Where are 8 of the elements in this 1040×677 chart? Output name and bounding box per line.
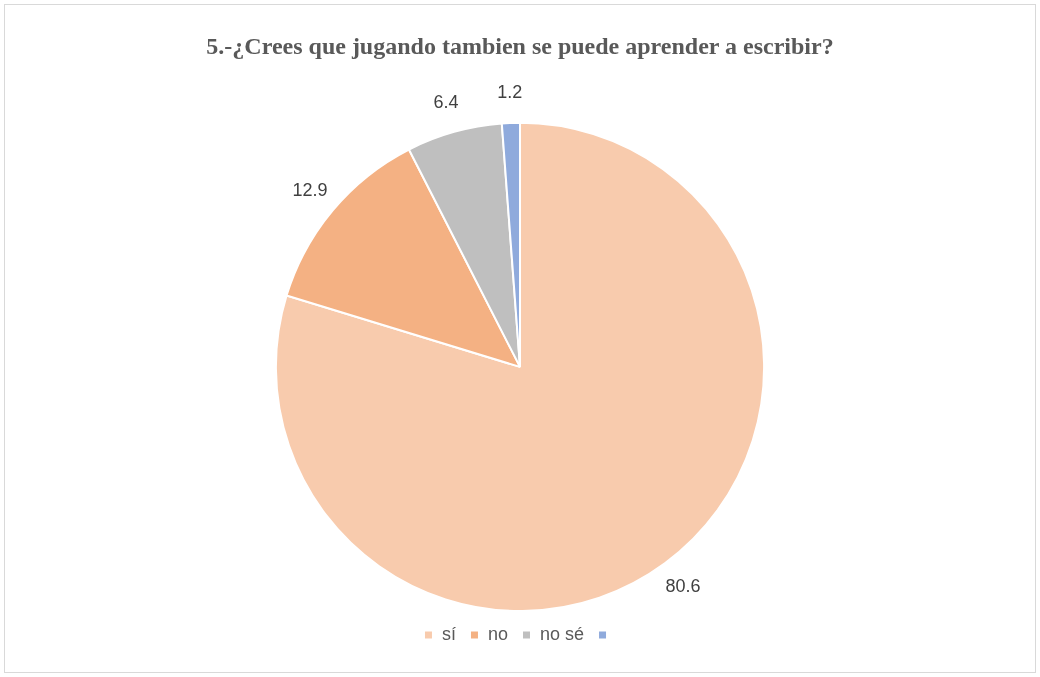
legend-label: no bbox=[487, 623, 508, 644]
data-label: 80.6 bbox=[665, 576, 701, 597]
legend-label: no sé bbox=[539, 623, 585, 644]
chart-title: 5.-¿Crees que jugando tambien se puede aprender a escribir? bbox=[206, 32, 834, 59]
data-label: 12.9 bbox=[292, 179, 328, 200]
legend-label: sí bbox=[441, 623, 456, 644]
data-label: 1.2 bbox=[497, 81, 523, 102]
data-label: 6.4 bbox=[433, 91, 459, 112]
